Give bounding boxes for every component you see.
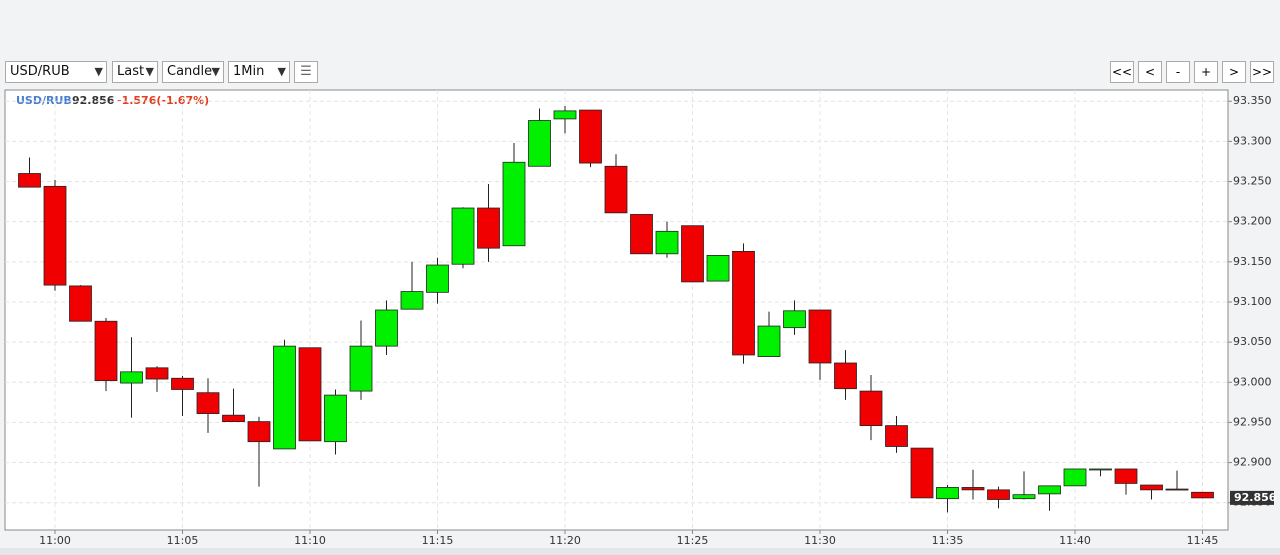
candle-body [1038,485,1061,495]
candle-body [451,207,475,265]
bottom-strip [0,548,1280,555]
nav-button[interactable]: - [1166,61,1190,83]
candle-body [961,487,985,491]
plot-area [4,89,1229,531]
candle-body [910,447,934,499]
candle-body [987,489,1010,500]
candle-body [681,225,704,283]
interval-select[interactable]: 1Min [228,61,290,83]
symbol-select[interactable]: USD/RUB [5,61,107,83]
y-tick-label: 93.150 [1233,255,1272,268]
y-tick-label: 92.950 [1233,415,1272,428]
x-tick-label: 11:15 [422,534,454,547]
candle-body [1114,468,1138,484]
y-tick-label: 92.850 [1233,496,1272,509]
candle-body [145,367,169,380]
candle-body [426,264,449,293]
candle-body [783,310,806,329]
candle-body [528,120,551,167]
header-last: 92.856 [72,94,115,107]
candle-body [298,347,322,442]
candle-body [885,425,908,447]
candle-body [324,394,347,443]
candle-body [94,320,118,382]
candle-body [349,345,373,392]
y-tick-label: 93.000 [1233,375,1272,388]
y-tick-label: 92.900 [1233,456,1272,469]
nav-button[interactable]: << [1110,61,1134,83]
candle-body [375,309,398,347]
candle-body [1089,468,1112,471]
candle-body [655,230,679,255]
candle-body [222,414,245,423]
candle-body [69,285,92,322]
y-tick-label: 93.300 [1233,134,1272,147]
header-change: -1.576(-1.67%) [117,94,209,107]
y-tick-label: 93.350 [1233,94,1272,107]
nav-button[interactable]: < [1138,61,1162,83]
nav-button[interactable]: > [1222,61,1246,83]
last-price-box [1230,490,1274,505]
nav-button[interactable]: >> [1250,61,1274,83]
candle-body [477,207,500,249]
x-tick-label: 11:20 [549,534,581,547]
candle-body [502,161,526,247]
y-tick-label: 93.250 [1233,175,1272,188]
candle-body [757,325,781,357]
candle-body [18,173,41,188]
candle-body [120,371,143,384]
last-price-label: 92.856 [1234,491,1277,504]
x-tick-label: 11:00 [39,534,71,547]
candle-body [808,309,832,364]
y-tick-label: 93.050 [1233,335,1272,348]
candle-body [859,390,883,427]
candle-body [936,487,959,500]
candle-body [834,362,857,390]
candle-body [1165,488,1189,491]
settings-button[interactable]: ☰ [294,61,318,83]
x-tick-label: 11:30 [804,534,836,547]
field-select[interactable]: Last [112,61,158,83]
candle-body [1140,484,1163,491]
candle-body [630,214,653,255]
x-tick-label: 11:05 [167,534,199,547]
y-tick-label: 93.200 [1233,215,1272,228]
candle-body [1063,468,1087,487]
candle-body [247,421,271,443]
x-tick-label: 11:45 [1187,534,1219,547]
x-tick-label: 11:40 [1059,534,1091,547]
nav-button[interactable]: + [1194,61,1218,83]
header-symbol: USD/RUB [16,94,72,107]
candle-body [171,377,194,390]
x-tick-label: 11:25 [677,534,709,547]
candle-body [604,165,628,214]
candle-body [1012,494,1036,500]
candle-body [400,291,424,310]
candle-body [273,345,296,450]
candle-body [579,109,602,164]
x-tick-label: 11:10 [294,534,326,547]
x-tick-label: 11:35 [932,534,964,547]
style-select[interactable]: Candle [162,61,224,83]
candle-body [553,110,577,120]
candle-body [196,392,220,414]
candle-body [1191,491,1214,499]
candle-body [732,250,755,356]
candle-body [706,255,730,282]
candle-body [43,185,67,286]
y-tick-label: 93.100 [1233,295,1272,308]
